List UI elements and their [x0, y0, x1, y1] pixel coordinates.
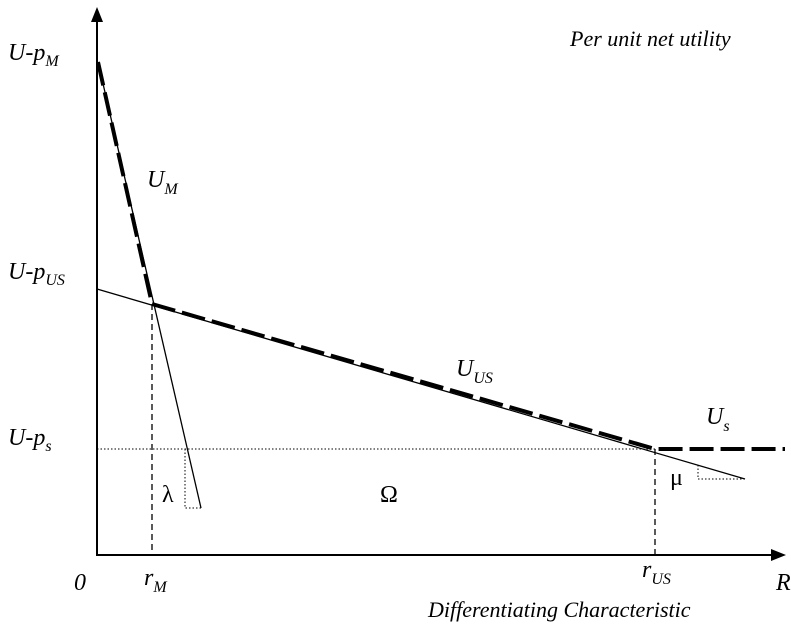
- x-axis-end-label: R: [775, 570, 791, 596]
- lambda-symbol: λ: [162, 482, 174, 508]
- mu-symbol: μ: [670, 465, 683, 491]
- origin-label: 0: [74, 570, 86, 596]
- uus-line: [96, 288, 746, 480]
- y-tick-ps: U-ps: [8, 425, 52, 455]
- x-tick-rm: rM: [144, 565, 168, 596]
- y-axis-arrowhead: [91, 7, 103, 22]
- mu-slope-triangle: [697, 465, 745, 480]
- y-axis-title: Per unit net utility: [569, 26, 731, 51]
- x-tick-rus: rUS: [642, 557, 671, 588]
- y-tick-pm: U-pM: [8, 40, 60, 70]
- omega-symbol: Ω: [380, 482, 398, 508]
- curve-label-uus: UUS: [456, 356, 493, 387]
- curve-label-us: Us: [706, 404, 730, 435]
- upper-envelope: [96, 61, 785, 451]
- x-axis-arrowhead: [771, 549, 786, 561]
- x-axis-title: Differentiating Characteristic: [427, 597, 691, 622]
- curve-label-um: UM: [147, 167, 179, 198]
- y-tick-pus: U-pUS: [8, 259, 65, 289]
